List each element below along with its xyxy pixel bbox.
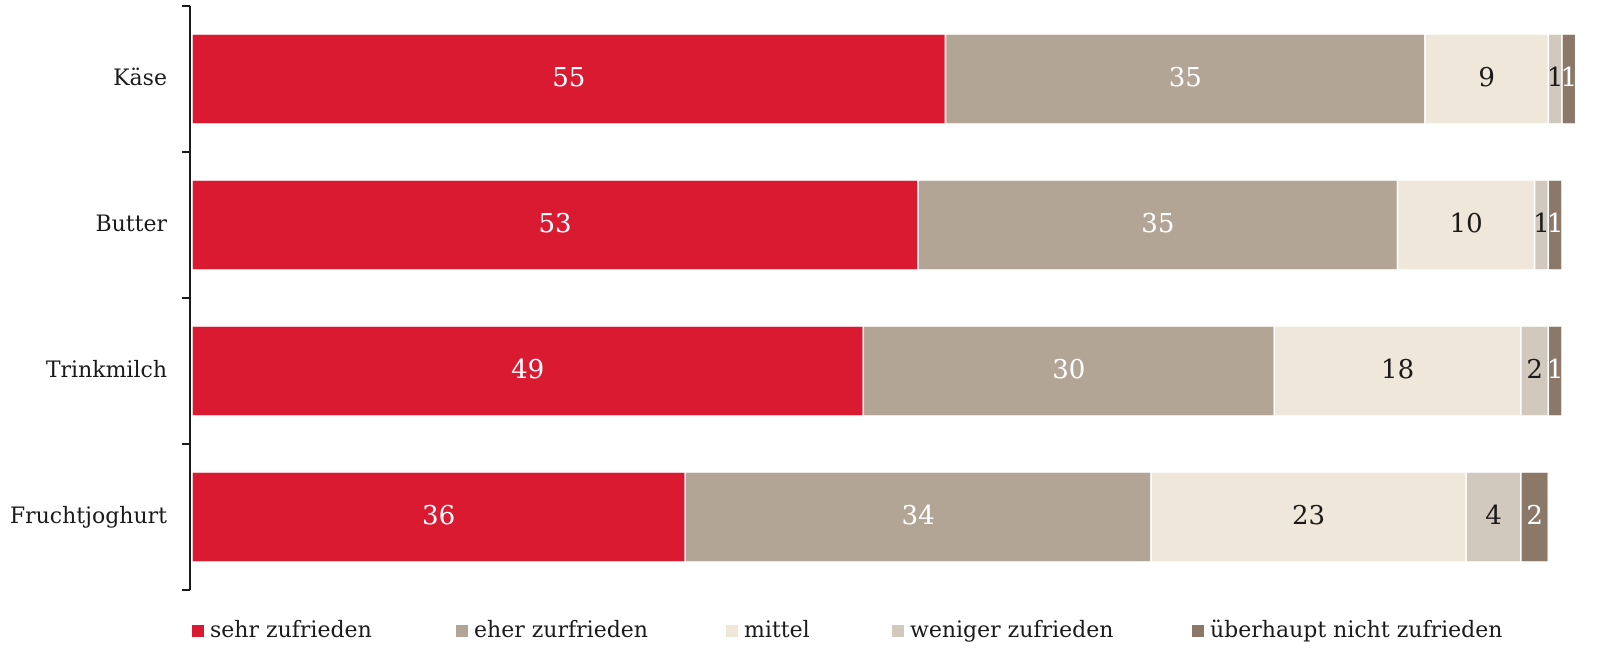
bar-segment <box>191 471 686 563</box>
bars <box>191 33 1577 563</box>
data-label: 9 <box>1478 63 1495 93</box>
bar-segment <box>1547 179 1563 271</box>
legend-label: überhaupt nicht zufrieden <box>1210 618 1502 643</box>
bar-segment <box>862 325 1276 417</box>
data-label: 1 <box>1547 355 1564 385</box>
category-label: Fruchtjoghurt <box>10 504 167 529</box>
legend-swatch <box>456 625 468 637</box>
legend-swatch <box>726 625 738 637</box>
data-label: 1 <box>1547 63 1564 93</box>
data-label: 10 <box>1450 209 1483 239</box>
data-label: 30 <box>1052 355 1085 385</box>
bar-segment <box>1561 33 1577 125</box>
bar-segment <box>1520 471 1550 563</box>
data-label: 23 <box>1292 501 1325 531</box>
bar-segment <box>1150 471 1467 563</box>
data-label: 35 <box>1141 209 1174 239</box>
bar-segment <box>1396 179 1536 271</box>
data-label: 49 <box>511 355 544 385</box>
category-axis: Käse Butter Trinkmilch Fruchtjoghurt <box>10 5 191 591</box>
bar-segment <box>1465 471 1522 563</box>
legend-label: sehr zufrieden <box>210 618 372 643</box>
bar-segment <box>191 179 919 271</box>
legend-label: weniger zufrieden <box>910 618 1113 643</box>
legend: sehr zufrieden eher zurfrieden mittel wenig… <box>192 618 1502 643</box>
data-label: 1 <box>1547 209 1564 239</box>
data-label: 53 <box>539 209 572 239</box>
data-label: 18 <box>1381 355 1414 385</box>
data-label: 34 <box>902 501 935 531</box>
data-label: 4 <box>1485 501 1502 531</box>
legend-label: mittel <box>744 618 810 643</box>
bar-segment <box>1547 325 1563 417</box>
bar-segment <box>191 325 865 417</box>
legend-swatch <box>192 625 204 637</box>
category-label: Käse <box>113 66 167 91</box>
legend-swatch <box>892 625 904 637</box>
data-label: 1 <box>1561 63 1578 93</box>
category-label: Butter <box>95 212 167 237</box>
legend-label: eher zurfrieden <box>474 618 648 643</box>
data-label: 2 <box>1526 501 1543 531</box>
bar-segment <box>1520 325 1550 417</box>
data-label: 35 <box>1169 63 1202 93</box>
data-label: 36 <box>422 501 455 531</box>
bar-segment <box>191 33 947 125</box>
data-label: 2 <box>1526 355 1543 385</box>
data-label: 55 <box>552 63 585 93</box>
bar-segment <box>917 179 1399 271</box>
data-label: 1 <box>1533 209 1550 239</box>
category-label: Trinkmilch <box>46 358 167 383</box>
legend-swatch <box>1192 625 1204 637</box>
bar-segment <box>684 471 1152 563</box>
